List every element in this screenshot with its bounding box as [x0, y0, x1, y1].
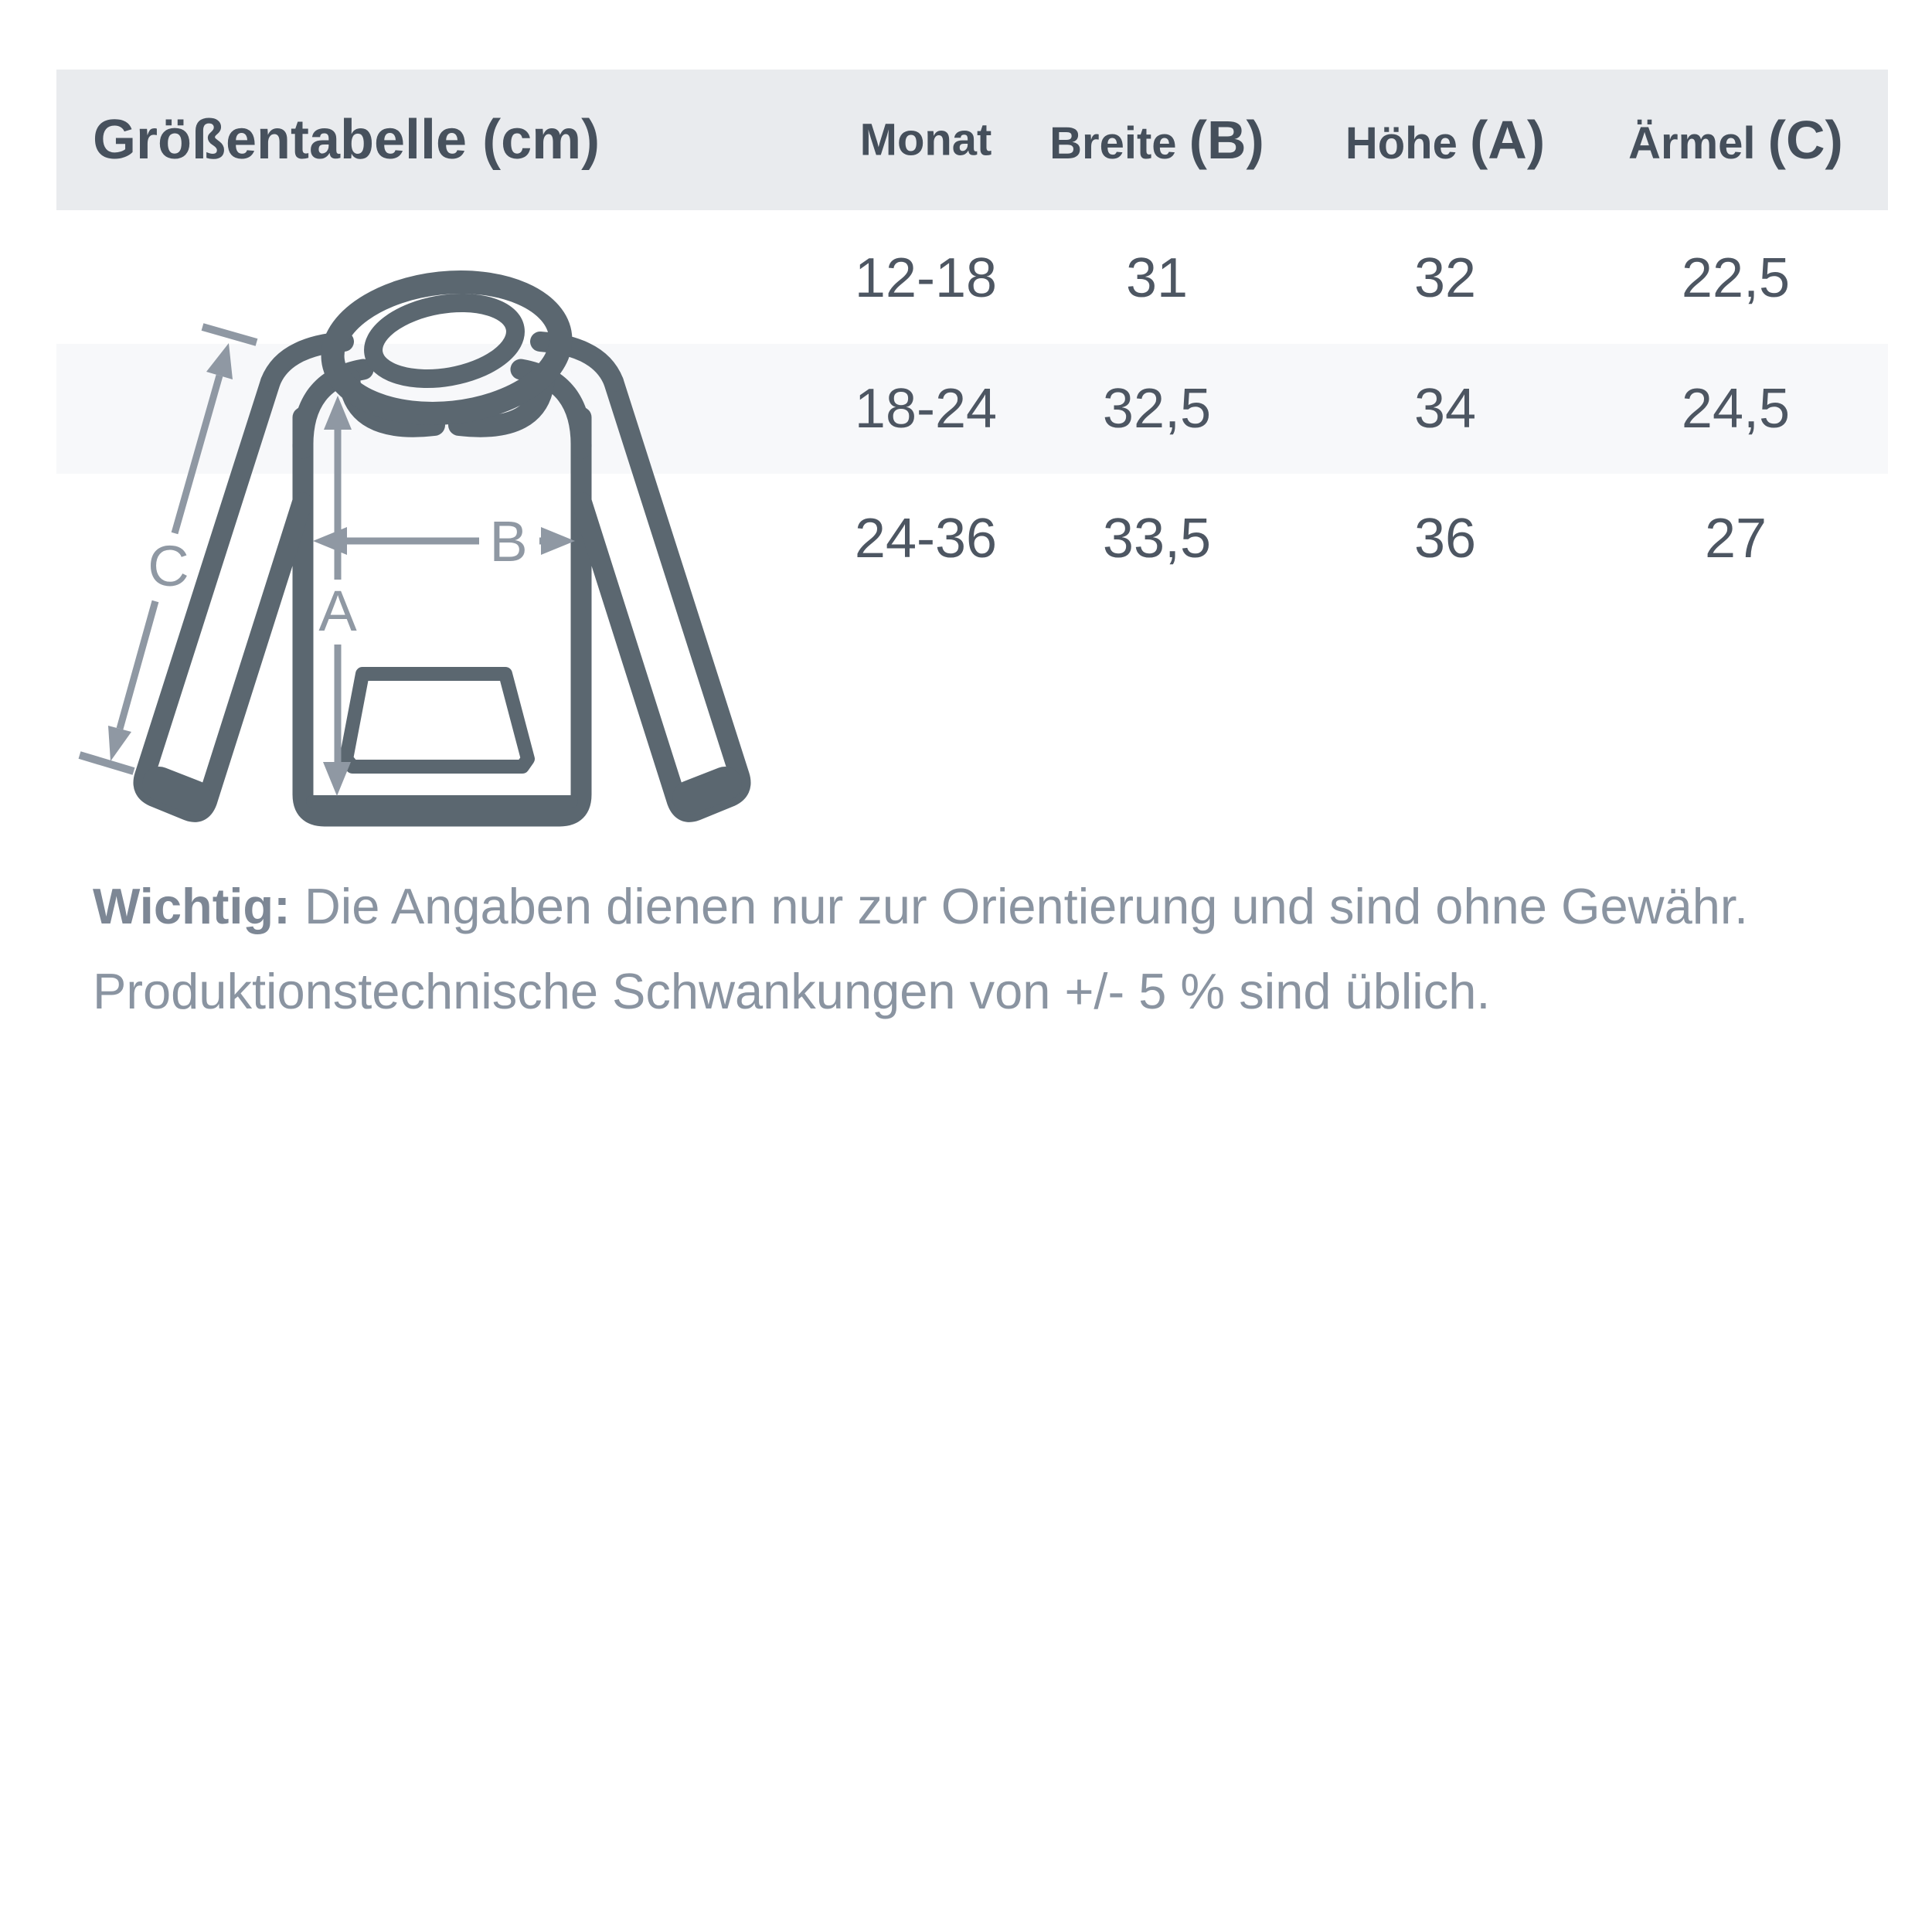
hoodie-outline	[133, 270, 751, 827]
cell-aermel: 24,5	[1681, 378, 1791, 440]
measurement-arrows: A B C	[78, 323, 575, 796]
column-header-hoehe: Höhe (A)	[1345, 109, 1545, 171]
arrow-a-head-down	[323, 762, 351, 796]
disclaimer-line2: Produktionstechnische Schwankungen von +…	[93, 963, 1491, 1019]
measurement-label-c: C	[148, 534, 189, 598]
cell-hoehe: 34	[1413, 378, 1477, 440]
hoodie-torso	[292, 406, 592, 827]
hoodie-pocket	[339, 667, 535, 774]
table-row: 12-18 31 32 22,5	[56, 212, 1888, 344]
measurement-label-a: A	[318, 579, 357, 643]
hoodie-sleeve-right	[572, 372, 751, 822]
hoodie-cuff-left	[142, 767, 212, 815]
cell-monat: 12-18	[854, 247, 998, 309]
arrow-c-tick-top	[201, 323, 258, 346]
column-header-letter: (A)	[1469, 110, 1546, 170]
table-row: 24-36 33,5 36 27	[56, 474, 1888, 604]
measurement-label-b: B	[489, 509, 527, 573]
disclaimer-bold-prefix: Wichtig:	[93, 878, 291, 934]
column-header-aermel: Ärmel (C)	[1628, 109, 1843, 171]
column-header-label: Breite	[1049, 118, 1177, 168]
disclaimer-line1: Die Angaben dienen nur zur Orientierung …	[304, 878, 1749, 934]
column-header-label: Monat	[859, 114, 992, 165]
hoodie-cuff-right	[672, 767, 742, 815]
arrow-a-head-up	[324, 396, 352, 430]
disclaimer-note: Wichtig: Die Angaben dienen nur zur Orie…	[93, 864, 1886, 1034]
page-title: Größentabelle (cm)	[93, 109, 600, 171]
cell-hoehe: 32	[1413, 247, 1477, 309]
arrow-b-head-left	[313, 527, 347, 555]
column-header-label: Ärmel	[1628, 118, 1756, 168]
arrow-b-head-right	[541, 527, 575, 555]
cell-aermel: 27	[1704, 508, 1767, 570]
hood-inner-ring	[364, 293, 525, 389]
column-header-monat: Monat	[860, 114, 992, 166]
hoodie-measurement-diagram-icon: A B C	[78, 270, 751, 827]
arrow-c-head-up	[206, 343, 233, 379]
cell-aermel: 22,5	[1681, 247, 1791, 309]
cell-breite: 32,5	[1102, 378, 1212, 440]
cell-monat: 18-24	[854, 378, 998, 440]
table-header-bar: Größentabelle (cm) Monat Breite (B) Höhe…	[56, 70, 1888, 210]
column-header-breite: Breite (B)	[1049, 109, 1264, 171]
cell-breite: 33,5	[1102, 508, 1212, 570]
arrow-c-line	[116, 600, 159, 730]
arrow-c-head-down	[108, 726, 131, 761]
column-header-label: Höhe	[1345, 118, 1458, 168]
arrow-c-line	[171, 374, 223, 535]
hood-outer-ring	[321, 270, 573, 425]
arrow-c-tick-bottom	[78, 751, 135, 775]
cell-breite: 31	[1125, 247, 1189, 309]
column-header-letter: (C)	[1767, 110, 1843, 170]
column-header-letter: (B)	[1189, 110, 1264, 170]
cell-monat: 24-36	[854, 508, 998, 570]
cell-hoehe: 36	[1413, 508, 1477, 570]
